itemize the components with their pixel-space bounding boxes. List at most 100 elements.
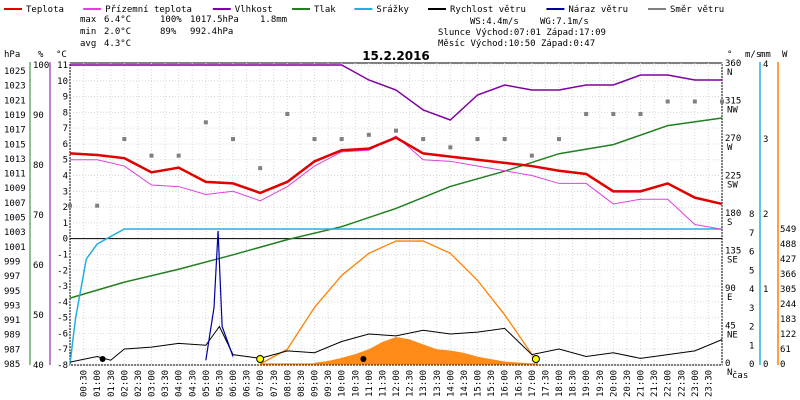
wind-dir-point-11 — [366, 132, 371, 137]
wind-dir-point-20 — [611, 112, 616, 116]
axis-unit-w: W — [782, 50, 788, 60]
tick-pct-2: 80 — [33, 161, 44, 171]
tick-time-27: 14:00 — [446, 370, 456, 397]
tick-hpa-13: 999 — [4, 257, 20, 267]
tick-time-14: 07:30 — [270, 370, 280, 397]
tick-time-45: 23:00 — [691, 370, 701, 397]
wind-dir-point-17 — [529, 153, 534, 158]
wind-dir-point-21 — [638, 112, 643, 116]
tick-dir-0: 360 — [725, 59, 741, 69]
tick-time-17: 09:00 — [311, 370, 321, 397]
tick-hpa-10: 1005 — [4, 214, 26, 224]
tick-mm-4: 0 — [763, 360, 768, 370]
tick-dirlabel-3: SW — [727, 181, 738, 191]
legend-label-0: Teplota — [26, 5, 64, 15]
wind-dir-point-3 — [149, 153, 154, 158]
tick-w-3: 366 — [780, 270, 796, 280]
tick-mm-0: 4 — [763, 60, 768, 70]
legend-label-2: Vlhkost — [235, 5, 273, 15]
tick-dir-7: 45 — [725, 322, 736, 332]
tick-w-2: 427 — [780, 255, 796, 265]
wind-dir-point-8 — [285, 112, 290, 116]
tick-dirlabel-6: E — [727, 293, 732, 303]
tick-mm-2: 2 — [763, 210, 768, 220]
tick-time-41: 21:00 — [637, 370, 647, 397]
tick-time-23: 12:00 — [392, 370, 402, 397]
tick-time-30: 15:30 — [487, 370, 497, 397]
wind-dir-point-23 — [692, 99, 697, 104]
stat-temp-max: 6.4°C — [104, 15, 131, 25]
tick-w-1: 488 — [780, 240, 796, 250]
wind-dir-point-24 — [720, 99, 724, 104]
tick-time-32: 16:30 — [514, 370, 524, 397]
stat-rain-max: 1.8mm — [260, 15, 287, 25]
tick-time-7: 04:00 — [175, 370, 185, 397]
wind-dir-point-19 — [584, 112, 589, 116]
series-temp — [69, 136, 723, 206]
tick-w-5: 244 — [780, 300, 796, 310]
tick-time-38: 19:30 — [596, 370, 606, 397]
series-humidity — [70, 64, 722, 121]
tick-dirlabel-8: N — [727, 368, 732, 378]
series-pressure — [69, 117, 723, 299]
tick-pct-5: 50 — [33, 311, 44, 321]
axis-unit-hpa: hPa — [4, 50, 20, 60]
tick-time-28: 14:30 — [460, 370, 470, 397]
legend-label-3: Tlak — [314, 5, 336, 15]
tick-time-37: 19:00 — [582, 370, 592, 397]
axis-xlabel: čas — [732, 370, 748, 381]
tick-c-14: -3 — [57, 282, 68, 292]
tick-dir-1: 315 — [725, 97, 741, 107]
stat-pres-min: 992.4hPa — [190, 27, 233, 37]
tick-hpa-14: 997 — [4, 272, 20, 282]
tick-dirlabel-5: SE — [727, 256, 738, 266]
tick-time-4: 02:30 — [134, 370, 144, 397]
tick-time-11: 06:00 — [229, 370, 239, 397]
tick-dirlabel-7: NE — [727, 331, 738, 341]
tick-c-4: 7 — [63, 124, 68, 134]
tick-dirlabel-2: W — [727, 143, 733, 153]
tick-hpa-4: 1017 — [4, 126, 26, 136]
stat-wg: WG:7.1m/s — [540, 17, 589, 27]
tick-ms-2: 6 — [749, 248, 754, 258]
tick-time-16: 08:30 — [297, 370, 307, 397]
tick-c-7: 4 — [63, 172, 68, 182]
tick-time-34: 17:30 — [541, 370, 551, 397]
tick-time-46: 23:30 — [704, 370, 714, 397]
tick-pct-1: 90 — [33, 111, 44, 121]
wind-dir-point-12 — [394, 128, 398, 133]
tick-dirlabel-1: NW — [727, 106, 738, 116]
series-wind-gust — [205, 230, 234, 361]
chart-title: 15.2.2016 — [362, 49, 430, 63]
stat-label-max: max — [80, 15, 97, 25]
tick-c-13: -2 — [57, 266, 68, 276]
series-wind-speed — [69, 325, 723, 363]
tick-time-6: 03:30 — [161, 370, 171, 397]
tick-time-29: 15:00 — [474, 370, 484, 397]
tick-pct-6: 40 — [33, 361, 44, 371]
tick-time-22: 11:30 — [378, 370, 388, 397]
tick-hpa-16: 993 — [4, 301, 20, 311]
tick-c-18: -7 — [57, 345, 68, 355]
tick-time-2: 01:30 — [107, 370, 117, 397]
tick-hpa-19: 987 — [4, 345, 20, 355]
tick-hpa-2: 1021 — [4, 96, 26, 106]
tick-hpa-5: 1015 — [4, 140, 26, 150]
stat-label-avg: avg — [80, 39, 96, 49]
tick-time-19: 10:00 — [338, 370, 348, 397]
legend-label-5: Rychlost větru — [450, 5, 526, 15]
axis-unit-deg: ° — [727, 50, 732, 60]
stat-pres-max: 1017.5hPa — [190, 15, 239, 25]
tick-ms-8: 0 — [749, 360, 754, 370]
tick-time-10: 05:30 — [215, 370, 225, 397]
tick-ms-4: 4 — [749, 285, 754, 295]
tick-hpa-11: 1003 — [4, 228, 26, 238]
wind-dir-point-2 — [122, 137, 127, 141]
stat-moon: Měsíc Východ:10:50 Západ:0:47 — [438, 39, 595, 49]
series-radiation-fill — [314, 336, 532, 364]
marker-sunset — [531, 355, 540, 363]
tick-time-33: 17:00 — [528, 370, 538, 397]
tick-time-8: 04:30 — [188, 370, 198, 397]
tick-ms-3: 5 — [749, 266, 754, 276]
